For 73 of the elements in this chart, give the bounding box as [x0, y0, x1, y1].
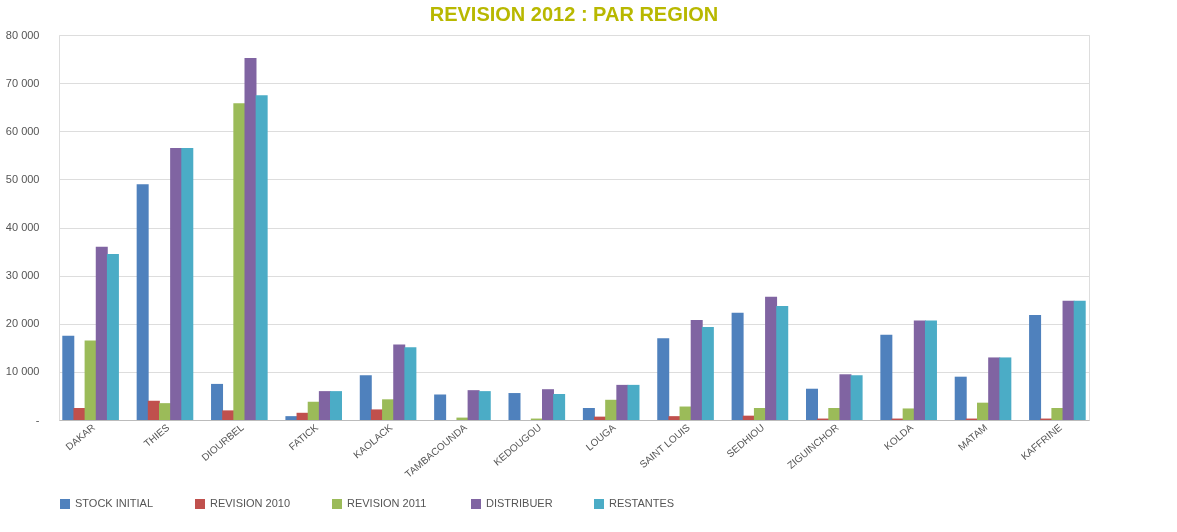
y-tick-label: 10 000	[5, 365, 40, 378]
bar	[285, 416, 298, 420]
bar	[1073, 300, 1086, 420]
bar	[508, 393, 521, 420]
bar	[318, 391, 331, 420]
legend-label: DISTRIBUER	[486, 497, 553, 509]
bar	[255, 95, 268, 420]
bar	[1062, 300, 1075, 420]
legend-label: REVISION 2010	[210, 497, 291, 509]
y-tick-label: -	[35, 413, 40, 426]
y-tick-label: 20 000	[5, 317, 40, 330]
bar	[359, 375, 372, 420]
bar	[382, 399, 395, 420]
legend-label: STOCK INITIAL	[75, 497, 154, 509]
bar	[553, 394, 566, 420]
y-tick-label: 80 000	[5, 28, 40, 41]
bar	[765, 296, 778, 420]
bar	[307, 401, 320, 420]
y-tick-label: 60 000	[5, 124, 40, 137]
bar	[999, 357, 1012, 420]
bar	[136, 184, 149, 420]
bar	[1051, 407, 1064, 420]
bar	[211, 383, 224, 420]
bar	[902, 408, 915, 420]
bar	[467, 390, 480, 420]
bar	[850, 375, 863, 420]
legend-label: RESTANTES	[609, 497, 675, 509]
bar	[839, 374, 852, 420]
bar	[370, 409, 383, 420]
y-tick-label: 40 000	[5, 221, 40, 233]
bar	[158, 403, 171, 420]
bar	[478, 391, 491, 420]
bar	[924, 320, 937, 420]
bar	[988, 357, 1001, 420]
bar	[913, 320, 926, 420]
bar	[690, 319, 703, 420]
bar	[541, 389, 554, 420]
bar	[95, 246, 108, 420]
bar	[84, 340, 97, 420]
bar	[605, 399, 618, 420]
bar	[147, 400, 160, 420]
bar	[62, 335, 75, 420]
bar	[776, 305, 789, 420]
bar	[73, 407, 86, 420]
bar	[393, 344, 406, 420]
bar	[627, 384, 640, 420]
bar	[731, 312, 744, 420]
bar	[170, 148, 183, 420]
bar	[1029, 315, 1042, 420]
y-tick-label: 30 000	[5, 269, 40, 282]
bar	[244, 58, 257, 420]
bar	[233, 103, 246, 420]
y-tick-label: 70 000	[5, 76, 40, 89]
bar	[582, 407, 595, 420]
bar	[977, 402, 990, 420]
bar	[668, 416, 681, 420]
y-tick-label: 50 000	[5, 172, 40, 185]
bar	[657, 338, 670, 420]
bar	[222, 410, 235, 420]
bar	[828, 407, 841, 420]
bar	[106, 253, 119, 420]
bar	[616, 384, 629, 420]
bar	[805, 388, 818, 420]
legend-label: REVISION 2011	[347, 497, 427, 509]
bar	[330, 391, 343, 420]
bar	[701, 327, 714, 420]
bar	[181, 148, 194, 420]
bar	[753, 407, 766, 420]
bar	[434, 394, 447, 420]
bar	[880, 334, 893, 420]
bar	[954, 376, 967, 420]
chart-title: REVISION 2012 : PAR REGION	[429, 3, 719, 25]
bar	[404, 347, 417, 420]
